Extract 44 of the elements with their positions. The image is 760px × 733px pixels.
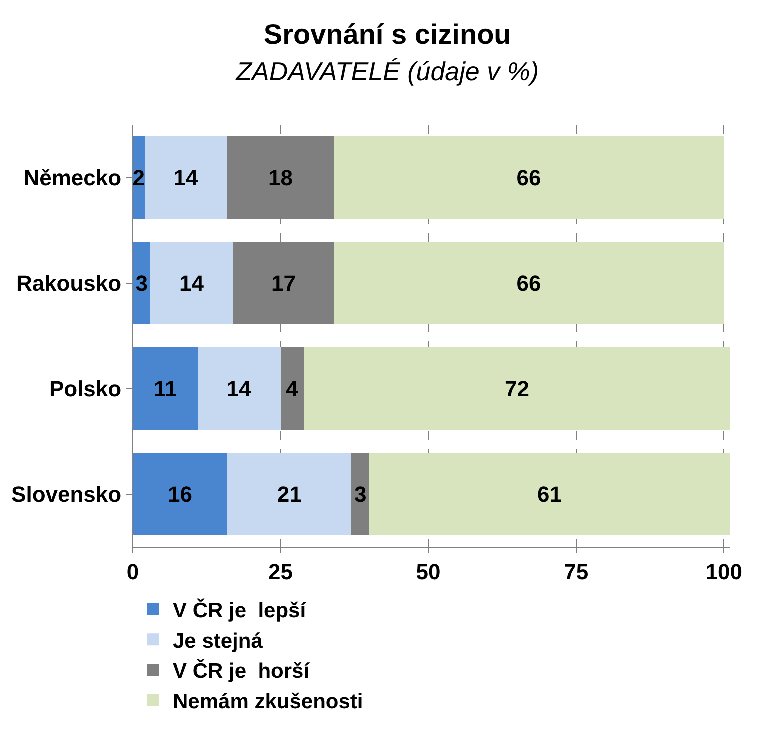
bar	[133, 348, 198, 430]
bar	[198, 348, 281, 430]
data-label: 16	[168, 482, 193, 507]
bar	[150, 242, 234, 324]
y-tick-label: Německo	[24, 165, 122, 190]
bar	[352, 453, 370, 536]
x-tick-label: 25	[268, 559, 294, 584]
chart-subtitle: ZADAVATELÉ (údaje v %)	[235, 56, 540, 86]
data-label: 66	[516, 165, 542, 190]
bar	[304, 348, 730, 430]
chart-title: Srovnání s cizinou	[264, 18, 512, 50]
x-tick-label: 100	[706, 559, 742, 584]
legend-label: Je stejná	[173, 630, 264, 653]
data-label: 17	[271, 270, 296, 296]
y-tick-label: Polsko	[49, 376, 122, 402]
data-label: 61	[537, 482, 562, 507]
y-tick-label: Rakousko	[16, 270, 122, 296]
x-tick-label: 75	[564, 559, 589, 584]
bar	[334, 242, 724, 324]
data-label: 4	[286, 376, 300, 402]
bar	[133, 242, 151, 324]
data-label: 14	[179, 270, 205, 296]
data-label: 18	[268, 165, 294, 190]
legend-label: V ČR je lepší	[173, 598, 308, 623]
data-label: 14	[174, 165, 199, 190]
data-label: 2	[132, 165, 146, 190]
data-label: 21	[277, 482, 302, 507]
legend-label: V ČR je horší	[173, 659, 311, 684]
x-tick-label: 0	[126, 559, 140, 584]
bar	[334, 136, 724, 219]
x-tick-label: 50	[416, 559, 441, 584]
data-label: 14	[226, 376, 252, 402]
data-label: 66	[516, 270, 542, 296]
data-label: 3	[354, 482, 367, 507]
bar	[144, 136, 228, 219]
legend-label: Nemám zkušenosti	[173, 690, 364, 714]
bar	[133, 136, 145, 219]
data-label: 3	[136, 270, 148, 296]
data-label: 72	[504, 376, 530, 402]
data-label: 11	[154, 376, 178, 402]
y-tick-label: Slovensko	[12, 482, 122, 507]
bar	[133, 453, 228, 536]
bar	[228, 453, 352, 536]
bar	[369, 453, 730, 536]
